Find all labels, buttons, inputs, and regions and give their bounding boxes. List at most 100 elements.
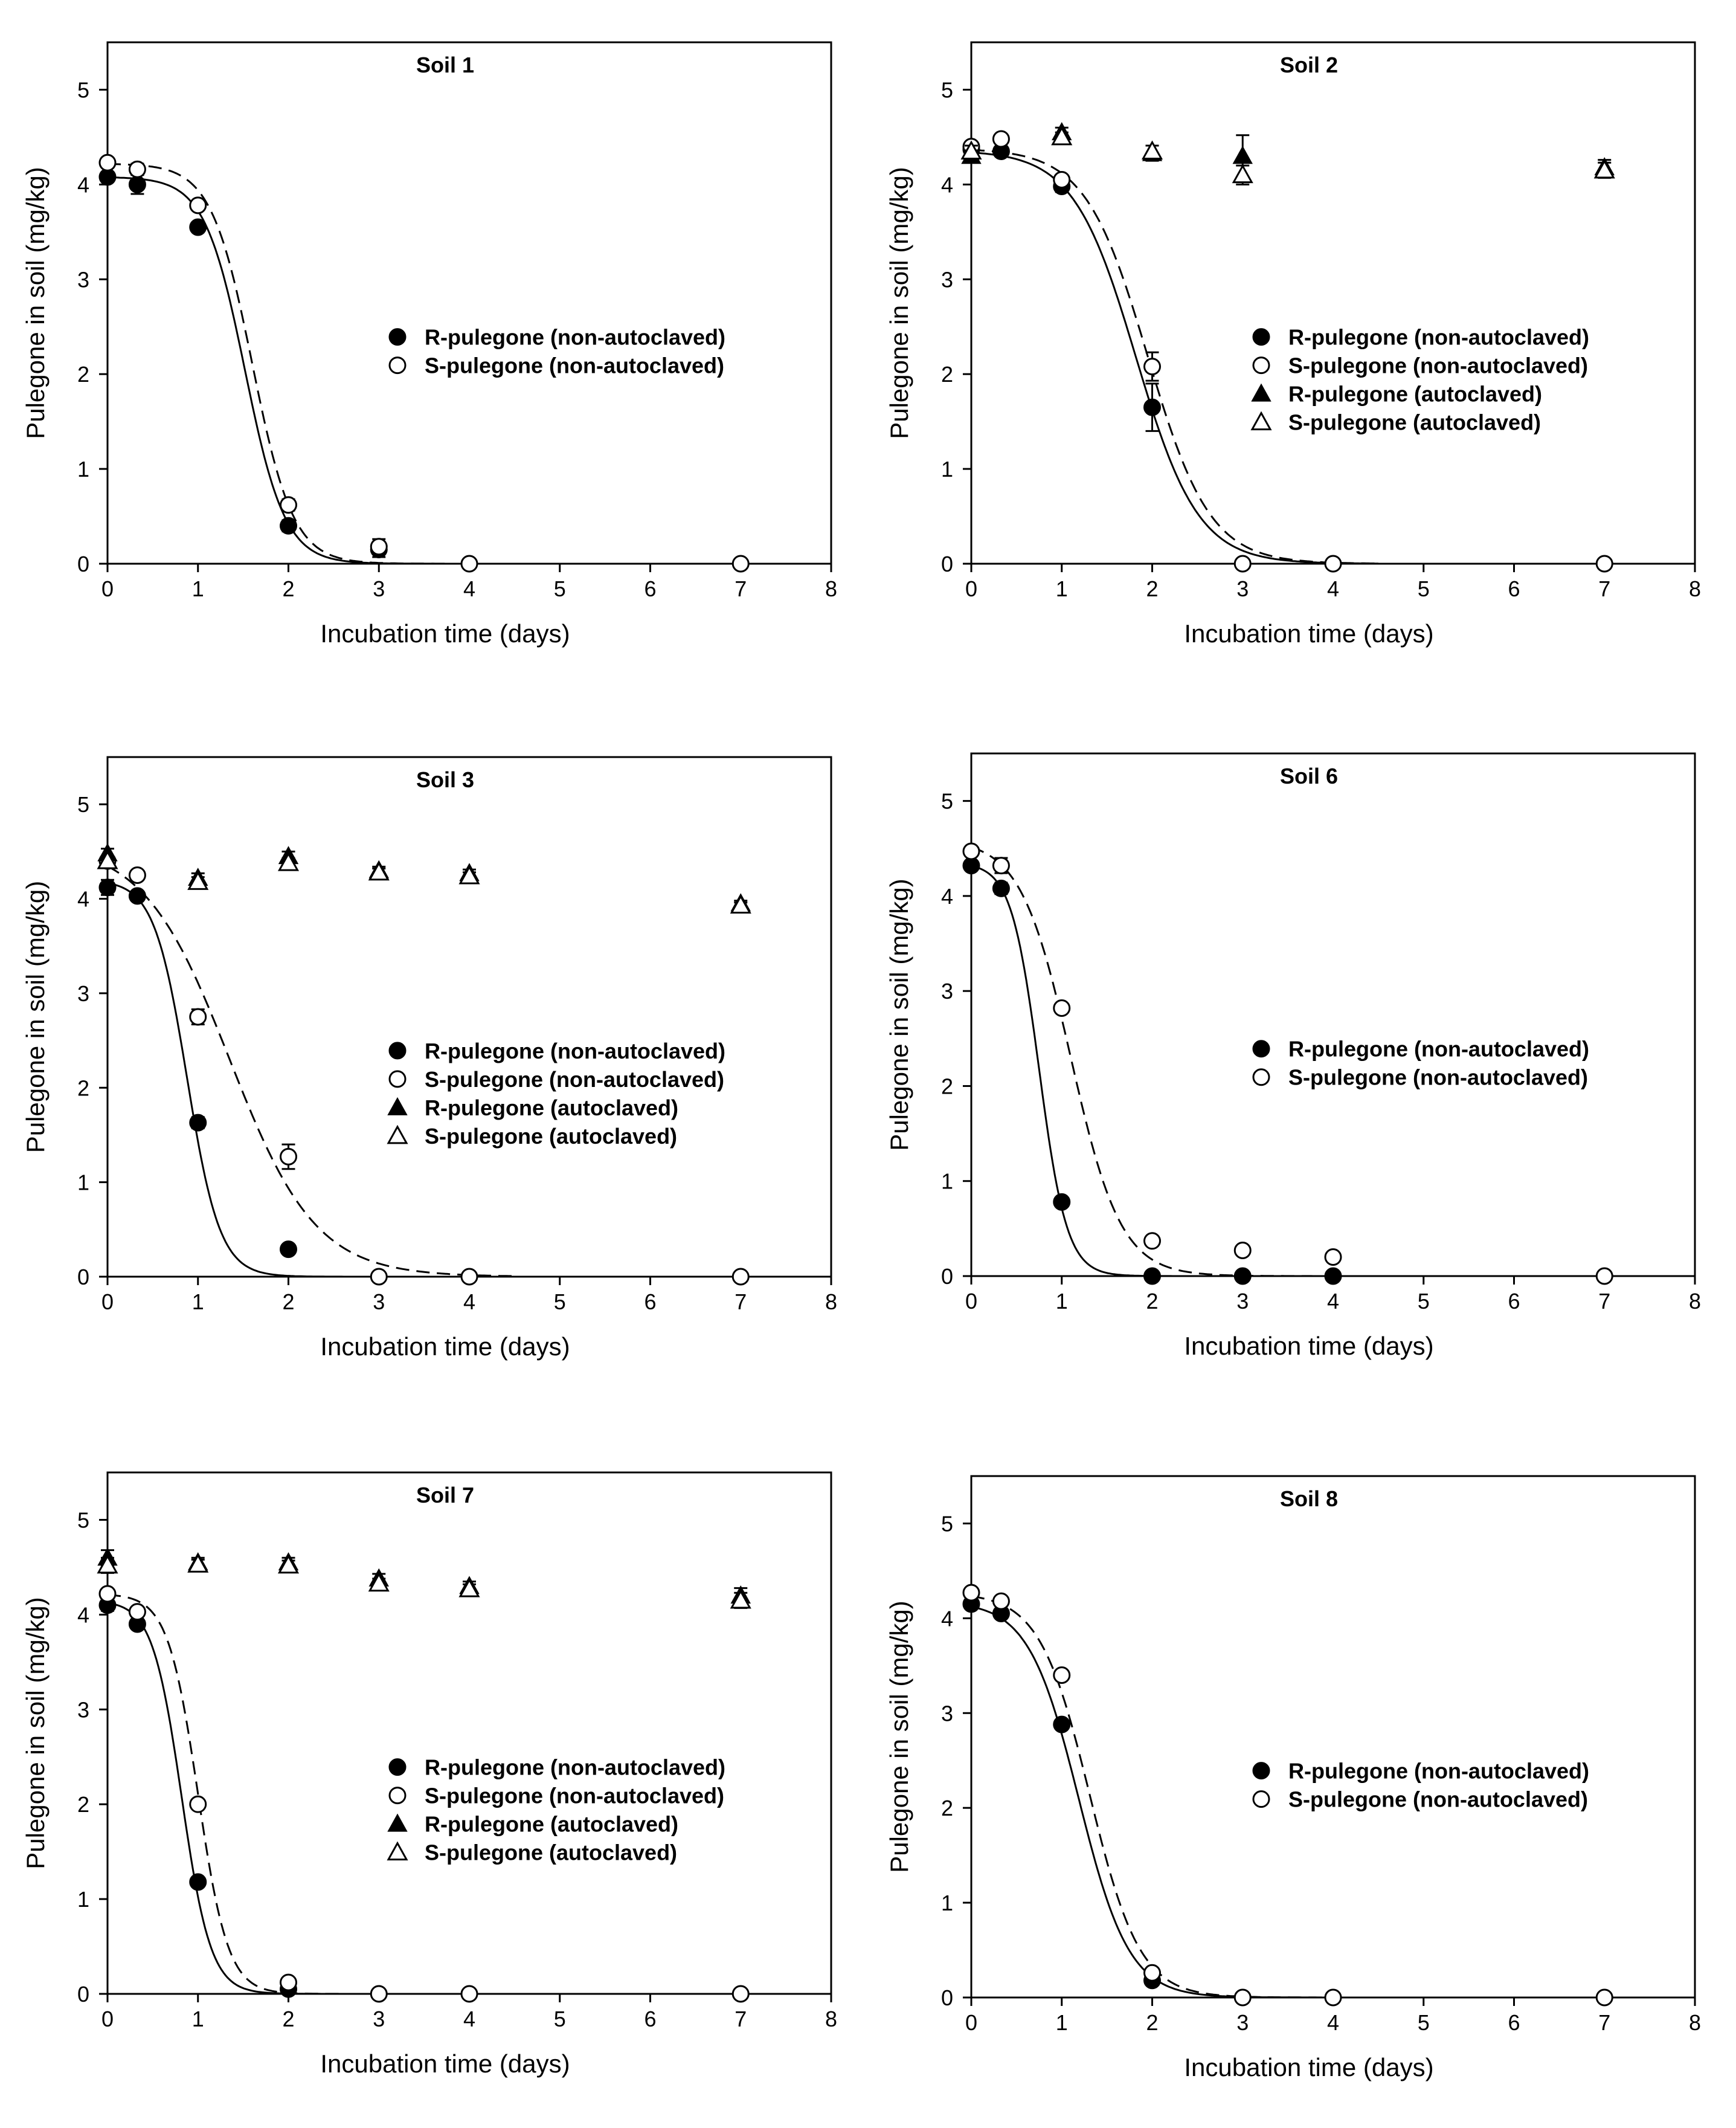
data-point (992, 130, 1010, 148)
x-tick-label: 8 (825, 1289, 837, 1314)
legend: R-pulegone (non-autoclaved) S-pulegone (n… (1252, 1759, 1589, 1812)
data-point (370, 538, 388, 556)
data-point (370, 1268, 388, 1286)
y-tick-label: 2 (941, 1074, 953, 1098)
x-tick-label: 8 (1689, 2010, 1701, 2035)
x-tick-label: 0 (101, 1289, 114, 1314)
x-tick-label: 7 (735, 576, 747, 601)
legend: R-pulegone (non-autoclaved) S-pulegone (n… (387, 1755, 725, 1865)
data-point (1233, 555, 1252, 573)
data-point (1053, 171, 1071, 189)
fit-curve-solid (107, 882, 515, 1278)
legend-label: S-pulegone (autoclaved) (425, 1124, 677, 1149)
x-tick-label: 6 (644, 2007, 656, 2031)
x-tick-label: 4 (1327, 1289, 1339, 1314)
x-tick-label: 5 (1418, 1289, 1430, 1314)
x-tick-label: 4 (463, 1289, 475, 1314)
data-point (1232, 164, 1253, 184)
data-point (1232, 146, 1253, 164)
x-tick-label: 3 (373, 1289, 385, 1314)
data-point (992, 1592, 1010, 1610)
legend-marker (1252, 1762, 1270, 1780)
series-4 (960, 126, 1615, 185)
series-2 (962, 130, 1613, 573)
legend-label: S-pulegone (non-autoclaved) (1288, 1787, 1588, 1812)
x-tick-label: 5 (1418, 2010, 1430, 2035)
plot-frame (106, 756, 832, 1278)
y-tick-label: 3 (941, 1701, 953, 1726)
y-tick-label: 0 (941, 1985, 953, 2010)
data-point (370, 1985, 388, 2003)
legend-marker (387, 1097, 408, 1115)
x-tick-label: 6 (1508, 576, 1520, 601)
y-tick-label: 4 (77, 1602, 89, 1627)
x-axis-label: Incubation time (days) (320, 1332, 570, 1361)
data-point (1053, 999, 1071, 1017)
legend-label: R-pulegone (non-autoclaved) (425, 1755, 725, 1780)
x-axis-label: Incubation time (days) (320, 619, 570, 648)
y-tick-label: 5 (77, 792, 89, 817)
panel-title: Soil 3 (416, 767, 474, 792)
y-tick-label: 3 (77, 981, 89, 1006)
data-point (1233, 1988, 1252, 2007)
data-point (1141, 140, 1163, 160)
x-tick-label: 2 (282, 576, 294, 601)
data-point (189, 196, 207, 214)
data-point (189, 1008, 207, 1026)
x-tick-label: 2 (282, 1289, 294, 1314)
fit-curve-dashed (971, 1595, 1378, 1999)
x-tick-label: 1 (1056, 1289, 1068, 1314)
y-tick-label: 1 (77, 1887, 89, 1912)
x-tick-label: 1 (192, 2007, 204, 2031)
x-tick-label: 6 (644, 576, 656, 601)
legend-marker (388, 1070, 407, 1088)
legend-marker (388, 1787, 407, 1805)
x-tick-label: 2 (1146, 1289, 1158, 1314)
legend-label: R-pulegone (non-autoclaved) (1288, 1759, 1589, 1784)
x-axis-label: Incubation time (days) (1184, 2053, 1433, 2081)
panel-title: Soil 6 (1280, 764, 1338, 788)
x-tick-label: 4 (463, 576, 475, 601)
data-point (1143, 1267, 1161, 1285)
x-tick-label: 3 (1236, 576, 1249, 601)
plot-frame (970, 41, 1696, 565)
data-point (960, 140, 982, 160)
y-tick-label: 1 (941, 1891, 953, 1915)
panel-title: Soil 1 (416, 53, 474, 77)
plot-frame (106, 1471, 832, 1995)
x-tick-label: 8 (825, 2007, 837, 2031)
data-point (1051, 126, 1073, 146)
y-axis-label: Pulegone in soil (mg/kg) (21, 881, 50, 1153)
data-point (962, 1584, 980, 1602)
chart-panel-4: 0 1 2 3 4 5 6 7 8 0 1 2 3 4 5 Soil 6 Incubation time (da… (885, 752, 1701, 1360)
series-4 (97, 1553, 751, 1609)
y-tick-label: 4 (77, 887, 89, 912)
data-point (98, 153, 117, 172)
x-tick-label: 0 (965, 2010, 977, 2035)
data-point (730, 1589, 751, 1609)
y-tick-label: 0 (77, 1982, 89, 2007)
legend-marker (1252, 1790, 1270, 1808)
series-1 (962, 857, 1342, 1285)
data-point (368, 1572, 390, 1592)
legend-label: S-pulegone (non-autoclaved) (425, 1784, 724, 1808)
x-tick-label: 1 (192, 576, 204, 601)
x-tick-label: 0 (101, 2007, 114, 2031)
data-point (280, 496, 297, 514)
data-point (458, 865, 480, 885)
x-tick-label: 0 (101, 576, 114, 601)
x-tick-label: 4 (1327, 2010, 1339, 2035)
data-point (277, 1554, 300, 1574)
data-point (277, 852, 300, 871)
data-point (1324, 1248, 1342, 1266)
x-tick-label: 7 (1598, 2010, 1610, 2035)
legend-marker (1252, 356, 1270, 375)
plot-frame (970, 1475, 1696, 1999)
x-tick-label: 7 (1598, 1289, 1610, 1314)
y-tick-label: 2 (77, 1075, 89, 1100)
y-axis-label: Pulegone in soil (mg/kg) (885, 879, 913, 1151)
fit-curve-dashed (107, 1594, 515, 1995)
x-tick-label: 1 (1056, 576, 1068, 601)
legend: R-pulegone (non-autoclaved) S-pulegone (n… (1252, 1037, 1589, 1090)
